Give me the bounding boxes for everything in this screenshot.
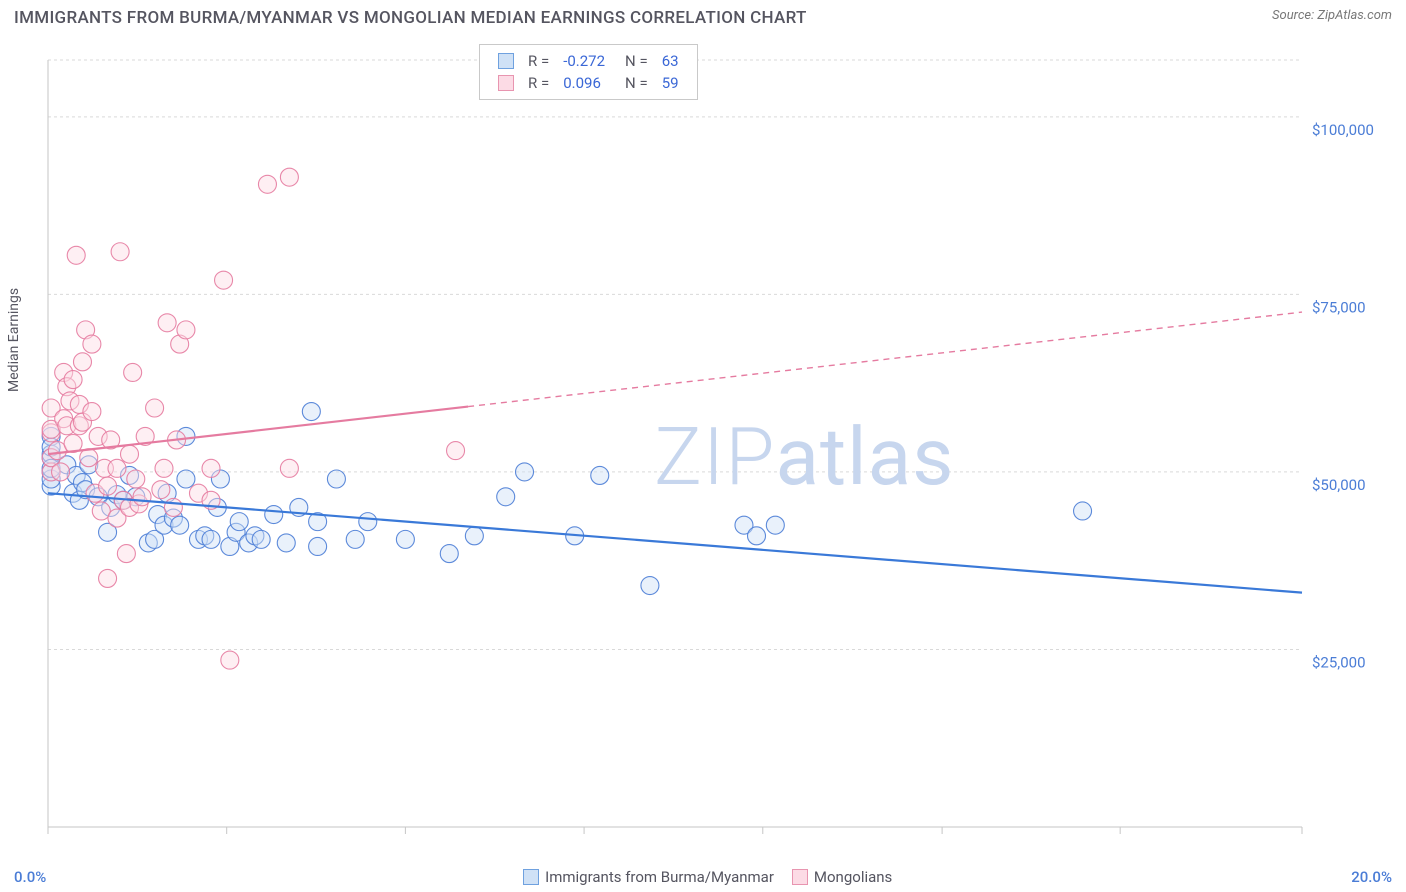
data-point [497, 488, 515, 506]
data-point [265, 506, 283, 524]
data-point [158, 314, 176, 332]
data-point [127, 470, 145, 488]
data-point [396, 530, 414, 548]
scatter-chart: $25,000 $50,000 $75,000 $100,000 [14, 40, 1392, 847]
data-point [124, 363, 142, 381]
data-point [252, 530, 270, 548]
data-point [221, 651, 239, 669]
legend-n-label: N = [613, 73, 654, 93]
legend-swatch [792, 869, 808, 885]
data-point [108, 459, 126, 477]
data-point [155, 459, 173, 477]
data-point [67, 246, 85, 264]
data-point [146, 399, 164, 417]
svg-text:$100,000: $100,000 [1312, 121, 1374, 139]
data-point [111, 243, 129, 261]
data-point [280, 459, 298, 477]
legend-r-value: 0.096 [557, 73, 611, 93]
legend-r-label: R = [522, 73, 555, 93]
data-point [164, 498, 182, 516]
data-point [277, 534, 295, 552]
data-point [230, 513, 248, 531]
legend-label: Mongolians [814, 868, 892, 886]
data-point [83, 335, 101, 353]
data-point [465, 527, 483, 545]
source-attribution: Source: ZipAtlas.com [1272, 8, 1392, 23]
data-point [748, 527, 766, 545]
chart-area: Median Earnings $25,000$50,000$75,000$10… [14, 40, 1392, 847]
data-point [641, 577, 659, 595]
legend-swatch [498, 53, 514, 69]
legend-r-value: -0.272 [557, 51, 611, 71]
data-point [309, 537, 327, 555]
legend-n-value: 63 [656, 51, 685, 71]
data-point [80, 449, 98, 467]
data-point [359, 513, 377, 531]
legend-label: Immigrants from Burma/Myanmar [545, 868, 774, 886]
stats-legend: R = -0.272 N = 63 R = 0.096 N = 59 [479, 44, 698, 100]
x-axis-min-label: 0.0% [14, 868, 46, 886]
data-point [121, 445, 139, 463]
data-point [440, 545, 458, 563]
y-axis-label: Median Earnings [6, 287, 22, 391]
data-point [215, 271, 233, 289]
data-point [52, 463, 70, 481]
data-point [177, 470, 195, 488]
data-point [591, 466, 609, 484]
trend-line-extrapolated [468, 312, 1302, 406]
data-point [327, 470, 345, 488]
svg-text:$50,000: $50,000 [1312, 476, 1366, 494]
series-legend: Immigrants from Burma/Myanmar Mongolians [46, 868, 1351, 886]
legend-r-label: R = [522, 51, 555, 71]
trend-line [48, 407, 468, 455]
data-point [346, 530, 364, 548]
data-point [133, 488, 151, 506]
data-point [99, 477, 117, 495]
x-axis-max-label: 20.0% [1351, 868, 1392, 886]
svg-text:$75,000: $75,000 [1312, 298, 1366, 316]
chart-title: IMMIGRANTS FROM BURMA/MYANMAR VS MONGOLI… [14, 8, 807, 28]
data-point [280, 168, 298, 186]
data-point [766, 516, 784, 534]
legend-n-value: 59 [656, 73, 685, 93]
data-point [516, 463, 534, 481]
legend-n-label: N = [613, 51, 654, 71]
data-point [258, 175, 276, 193]
data-point [99, 569, 117, 587]
data-point [447, 442, 465, 460]
svg-text:$25,000: $25,000 [1312, 653, 1366, 671]
x-axis-footer: 0.0% Immigrants from Burma/Myanmar Mongol… [14, 868, 1392, 886]
data-point [177, 321, 195, 339]
data-point [73, 353, 91, 371]
data-point [152, 481, 170, 499]
data-point [171, 516, 189, 534]
data-point [117, 545, 135, 563]
data-point [202, 530, 220, 548]
data-point [83, 403, 101, 421]
legend-swatch [498, 75, 514, 91]
data-point [64, 371, 82, 389]
legend-swatch [523, 869, 539, 885]
data-point [1074, 502, 1092, 520]
data-point [302, 403, 320, 421]
data-point [202, 459, 220, 477]
